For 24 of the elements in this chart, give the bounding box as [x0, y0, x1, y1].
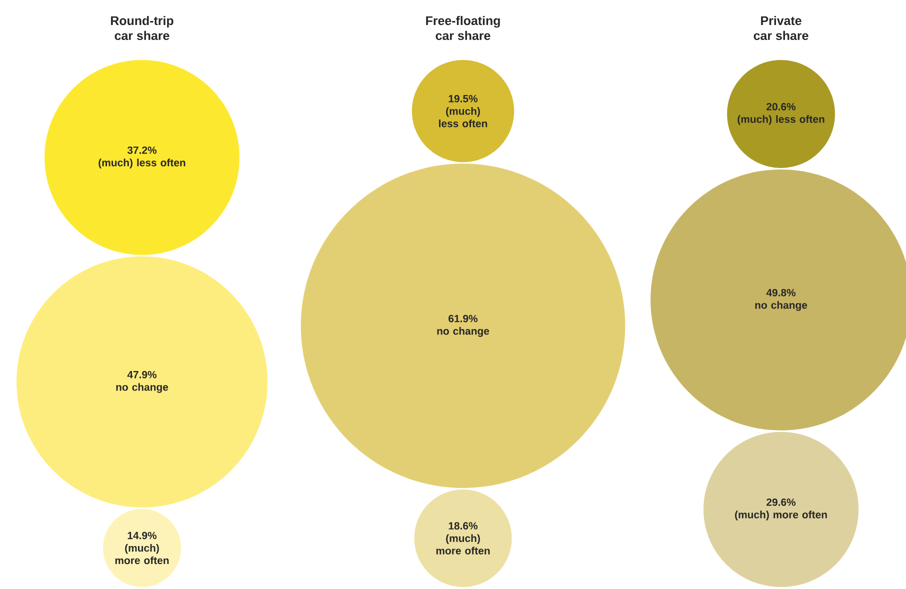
text: Free-floating	[426, 16, 500, 28]
data-label: 37.2%	[127, 146, 157, 154]
category-label: (much) less often	[98, 158, 186, 168]
category-label: (much) more often	[436, 534, 490, 554]
data-label: 18.6%	[448, 522, 478, 530]
category-label: (much) more often	[115, 544, 169, 564]
data-label: 49.8%	[766, 288, 796, 296]
data-label: 47.9%	[127, 370, 157, 378]
data-label: 20.6%	[766, 103, 796, 110]
data-label: 29.6%	[766, 498, 796, 506]
data-label: 19.5%	[448, 94, 478, 102]
category-label: no change	[755, 301, 808, 311]
data-label: 14.9%	[128, 532, 157, 540]
data-label: 61.9%	[448, 314, 478, 322]
text: Round-trip	[111, 16, 174, 28]
text: car share	[114, 30, 170, 40]
category-label: (much) less often	[439, 107, 488, 128]
text: car share	[754, 30, 808, 40]
category-label: no change	[437, 327, 490, 337]
category-label: no change	[116, 383, 168, 393]
category-label: (much) more often	[735, 510, 827, 520]
text: car share	[436, 30, 490, 40]
category-label: (much) less often	[738, 115, 824, 125]
text: Private	[761, 16, 802, 26]
